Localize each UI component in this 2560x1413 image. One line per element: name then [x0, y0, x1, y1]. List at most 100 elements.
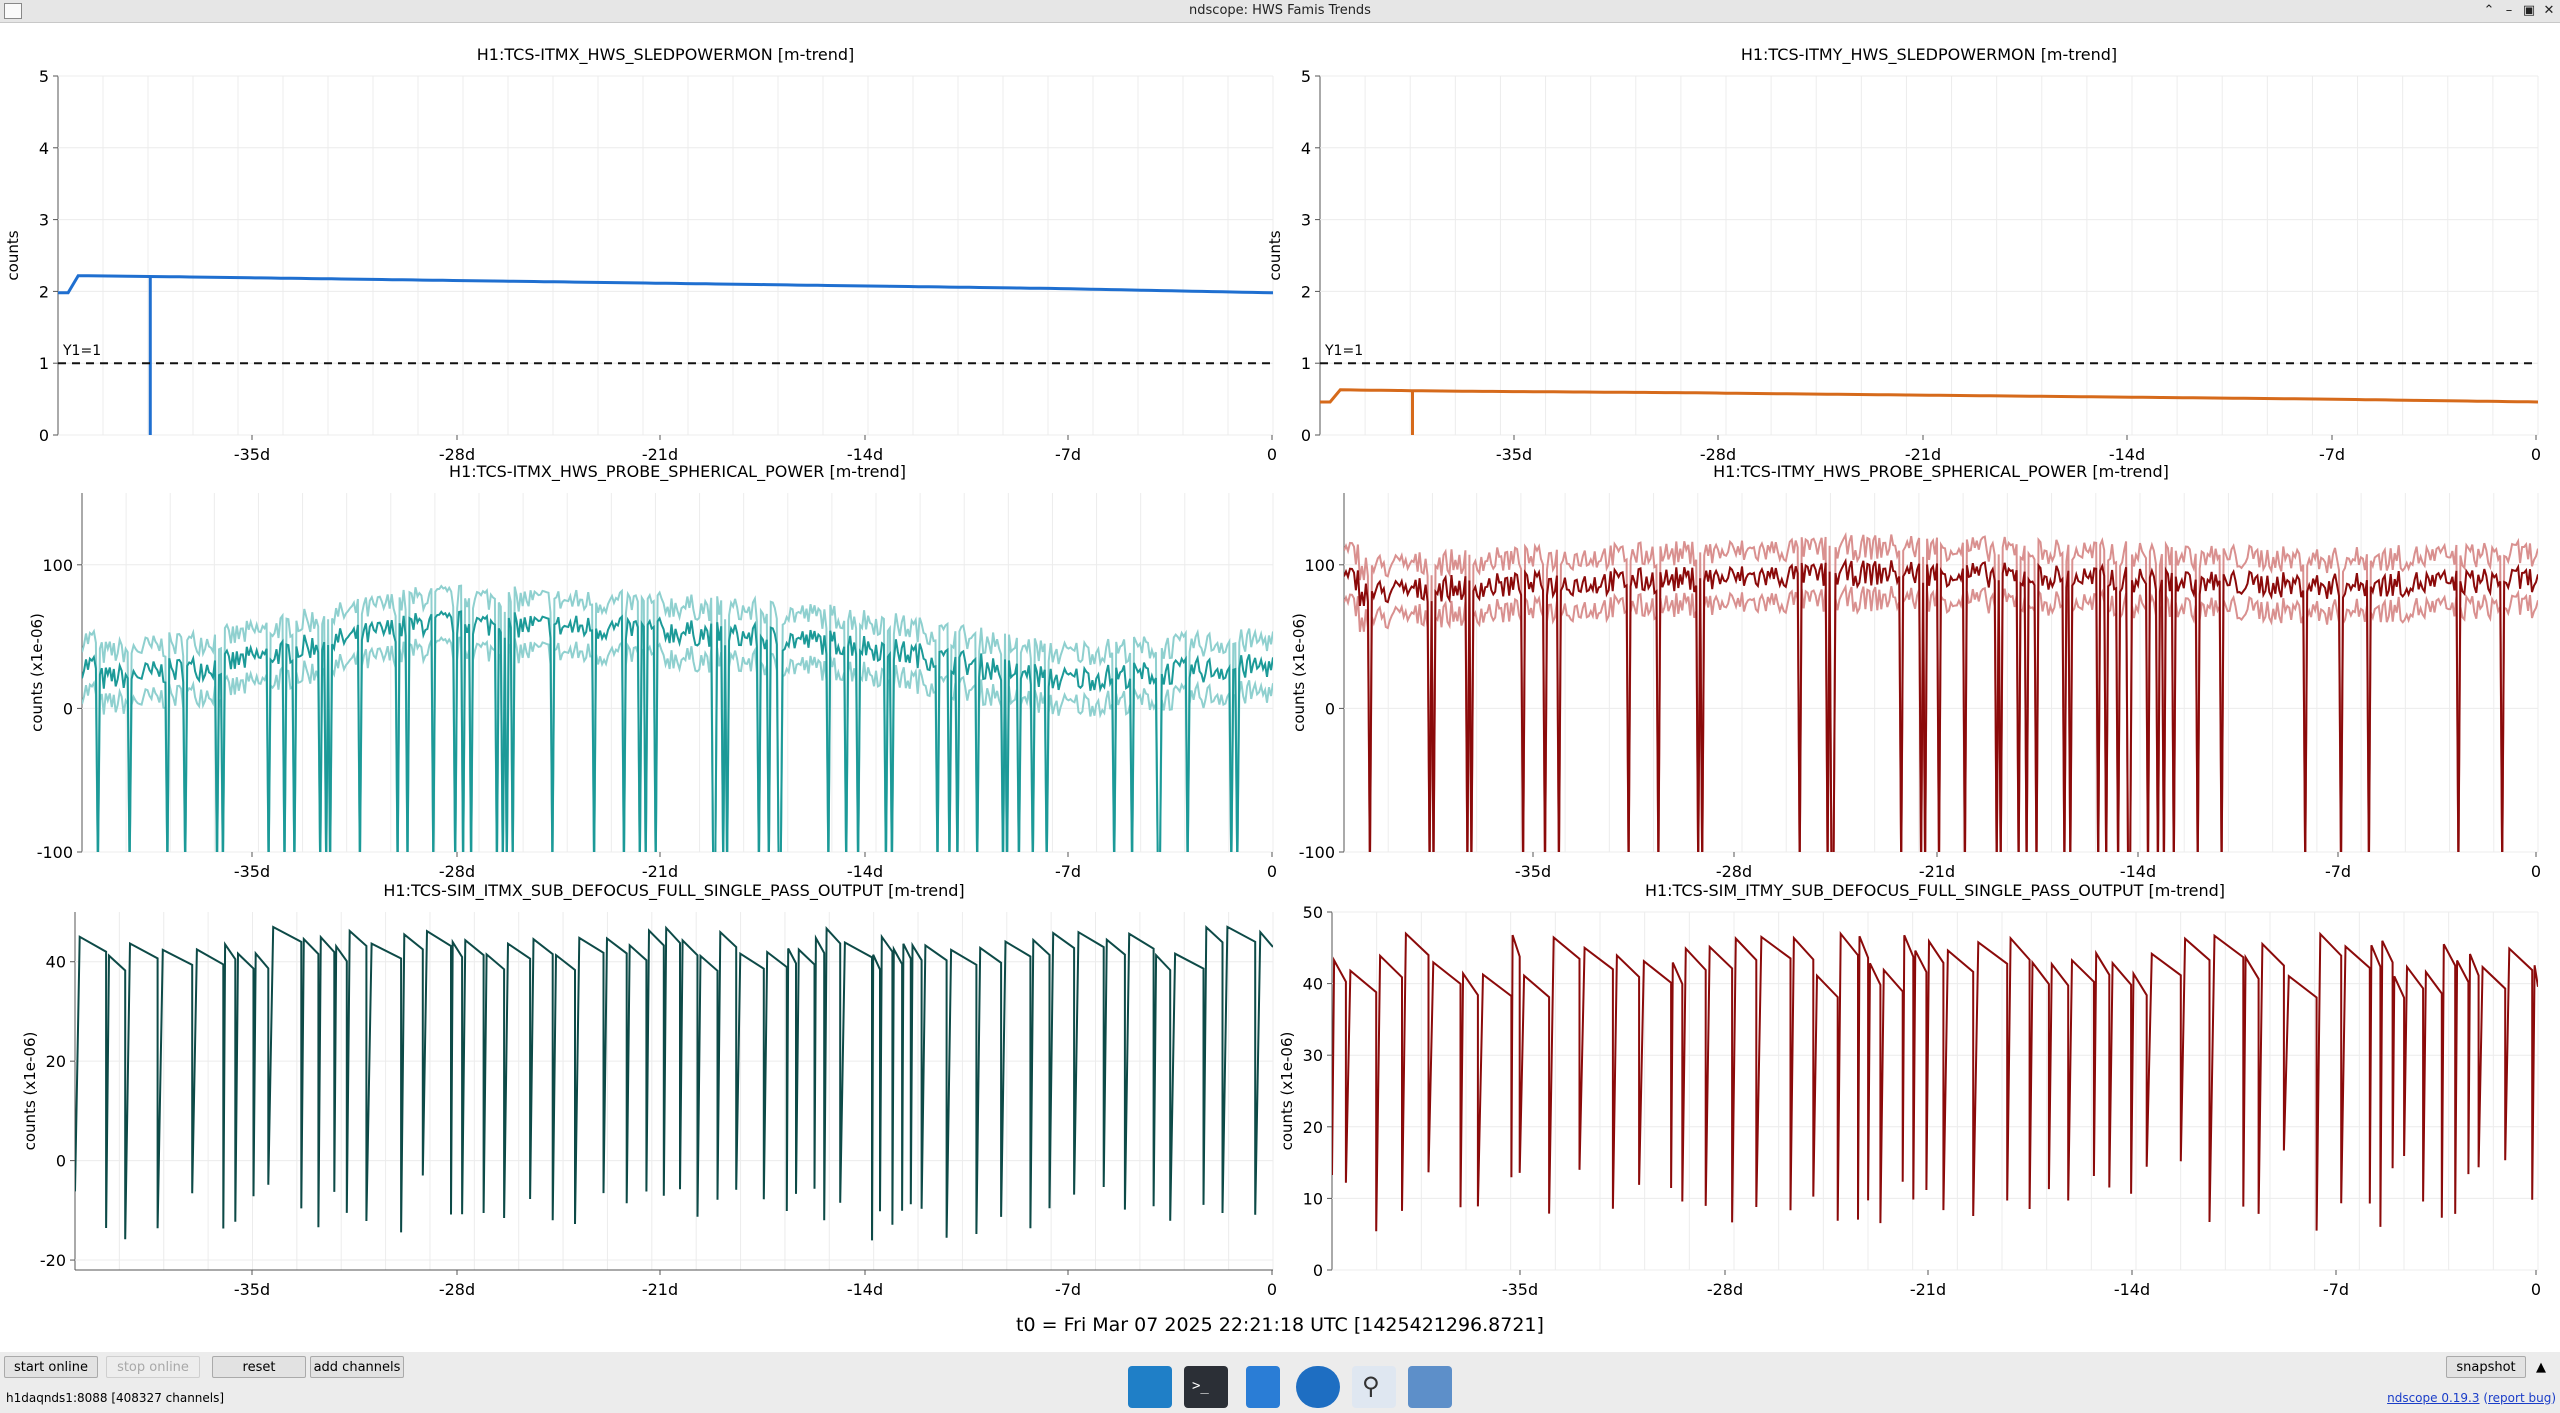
- data-layer: [1320, 388, 2538, 435]
- restore-icon[interactable]: ▣: [2522, 3, 2536, 18]
- search-icon[interactable]: ⚲: [1352, 1366, 1396, 1408]
- expand-up-icon[interactable]: ▲: [2536, 1360, 2546, 1375]
- x-tick-label: -7d: [2319, 445, 2345, 464]
- y-tick-label: -100: [37, 843, 73, 862]
- plot-panel-5[interactable]: H1:TCS-SIM_ITMX_SUB_DEFOCUS_FULL_SINGLE_…: [21, 881, 1277, 1299]
- y-tick-label: 1: [39, 354, 49, 373]
- minimize-icon[interactable]: ⌃: [2483, 3, 2495, 18]
- browser-globe-icon[interactable]: [1296, 1366, 1340, 1408]
- plot-panel-3[interactable]: H1:TCS-ITMX_HWS_PROBE_SPHERICAL_POWER [m…: [28, 462, 1277, 881]
- terminal-icon[interactable]: >_: [1184, 1366, 1228, 1408]
- y-tick-label: 20: [1303, 1118, 1323, 1137]
- y-tick-label: 0: [39, 426, 49, 445]
- data-layer: [82, 584, 1273, 852]
- x-tick-label: -35d: [234, 445, 270, 464]
- x-tick-label: -35d: [234, 1280, 270, 1299]
- y-tick-label: 50: [1303, 903, 1323, 922]
- y-axis-label: counts (x1e-06): [21, 1032, 39, 1151]
- data-layer: [75, 925, 1273, 1241]
- plot-title: H1:TCS-ITMX_HWS_PROBE_SPHERICAL_POWER [m…: [449, 462, 906, 482]
- plot-panel-1[interactable]: H1:TCS-ITMX_HWS_SLEDPOWERMON [m-trend] 0 1…: [4, 45, 1277, 464]
- add-channels-button[interactable]: add channels: [310, 1356, 404, 1378]
- x-tick-label: -28d: [439, 862, 475, 881]
- plot-panel-6[interactable]: H1:TCS-SIM_ITMY_SUB_DEFOCUS_FULL_SINGLE_…: [1278, 881, 2541, 1299]
- series-line: [1332, 930, 2538, 1232]
- y-axis-label: counts (x1e-06): [28, 613, 46, 732]
- y-tick-label: -20: [40, 1251, 66, 1270]
- y-tick-label: 5: [1301, 67, 1311, 86]
- y-tick-label: 100: [42, 556, 73, 575]
- x-tick-label: -35d: [1496, 445, 1532, 464]
- x-tick-label: -35d: [234, 862, 270, 881]
- x-tick-label: 0: [1267, 862, 1277, 881]
- report-bug-link[interactable]: report bug: [2488, 1391, 2552, 1405]
- maximize-icon[interactable]: –: [2505, 3, 2513, 18]
- y-tick-label: 0: [1301, 426, 1311, 445]
- threshold-label: Y1=1: [1324, 343, 1363, 359]
- series-line: [1344, 557, 2538, 852]
- server-status: h1daqnds1:8088 [408327 channels]: [6, 1391, 225, 1405]
- y-tick-label: 3: [1301, 211, 1311, 230]
- x-tick-label: -7d: [2323, 1280, 2349, 1299]
- desktop-icon[interactable]: [1128, 1366, 1172, 1408]
- x-tick-label: -21d: [1910, 1280, 1946, 1299]
- y-axis-label: counts (x1e-06): [1278, 1032, 1296, 1151]
- plot-title: H1:TCS-SIM_ITMX_SUB_DEFOCUS_FULL_SINGLE_…: [383, 881, 964, 901]
- x-tick-label: -14d: [847, 1280, 883, 1299]
- y-tick-label: 4: [39, 139, 49, 158]
- x-tick-label: -14d: [2114, 1280, 2150, 1299]
- folder-icon[interactable]: [1408, 1366, 1452, 1408]
- y-tick-label: 0: [1313, 1261, 1323, 1280]
- y-tick-label: 20: [46, 1052, 66, 1071]
- x-tick-label: -28d: [439, 1280, 475, 1299]
- app-icon: [4, 3, 22, 19]
- series-min-envelope: [82, 636, 1273, 852]
- status-bar: h1daqnds1:8088 [408327 channels] ndscope…: [0, 1382, 2560, 1413]
- x-tick-label: -35d: [1515, 862, 1551, 881]
- data-layer: [1344, 531, 2538, 852]
- snapshot-button[interactable]: snapshot: [2446, 1356, 2526, 1378]
- plot-panel-2[interactable]: H1:TCS-ITMY_HWS_SLEDPOWERMON [m-trend] 0 1…: [1266, 45, 2541, 464]
- x-tick-label: 0: [2531, 445, 2541, 464]
- plot-title: H1:TCS-ITMX_HWS_SLEDPOWERMON [m-trend]: [477, 45, 855, 65]
- x-tick-label: -21d: [1919, 862, 1955, 881]
- x-tick-label: -28d: [1716, 862, 1752, 881]
- y-tick-label: 0: [56, 1152, 66, 1171]
- y-tick-label: 4: [1301, 139, 1311, 158]
- stop-online-button[interactable]: stop online: [106, 1356, 200, 1378]
- x-tick-label: 0: [2531, 862, 2541, 881]
- x-tick-label: -7d: [1055, 862, 1081, 881]
- x-tick-label: -14d: [847, 445, 883, 464]
- x-tick-label: -28d: [1707, 1280, 1743, 1299]
- t0-label: t0 = Fri Mar 07 2025 22:21:18 UTC [14254…: [1016, 1314, 1544, 1336]
- window-title: ndscope: HWS Famis Trends: [1189, 3, 1371, 18]
- x-tick-label: -7d: [2325, 862, 2351, 881]
- x-tick-label: -14d: [2120, 862, 2156, 881]
- x-tick-label: -21d: [642, 445, 678, 464]
- x-tick-label: 0: [1267, 445, 1277, 464]
- x-tick-label: -28d: [1700, 445, 1736, 464]
- control-bar: start online stop online reset add chann…: [0, 1352, 2560, 1382]
- close-icon[interactable]: ✕: [2543, 3, 2555, 18]
- data-layer: [58, 274, 1273, 435]
- y-tick-label: 100: [1304, 556, 1335, 575]
- y-tick-label: -100: [1299, 843, 1335, 862]
- y-tick-label: 2: [1301, 282, 1311, 301]
- series-line: [82, 610, 1273, 852]
- start-online-button[interactable]: start online: [4, 1356, 98, 1378]
- series-max-envelope: [82, 584, 1273, 852]
- plot-grid[interactable]: H1:TCS-ITMX_HWS_SLEDPOWERMON [m-trend] 0 1…: [0, 23, 2560, 1313]
- x-tick-label: -28d: [439, 445, 475, 464]
- version-link[interactable]: ndscope 0.19.3 (report bug): [2387, 1391, 2556, 1405]
- data-layer: [1332, 930, 2538, 1232]
- x-tick-label: -14d: [847, 862, 883, 881]
- version-text[interactable]: ndscope 0.19.3: [2387, 1391, 2480, 1405]
- y-tick-label: 1: [1301, 354, 1311, 373]
- y-tick-label: 40: [1303, 975, 1323, 994]
- plot-title: H1:TCS-SIM_ITMY_SUB_DEFOCUS_FULL_SINGLE_…: [1645, 881, 2225, 901]
- reset-button[interactable]: reset: [212, 1356, 306, 1378]
- series-max-envelope: [1344, 531, 2538, 852]
- x-tick-label: -21d: [1905, 445, 1941, 464]
- plot-panel-4[interactable]: H1:TCS-ITMY_HWS_PROBE_SPHERICAL_POWER [m…: [1290, 462, 2541, 881]
- text-editor-icon[interactable]: [1246, 1366, 1280, 1408]
